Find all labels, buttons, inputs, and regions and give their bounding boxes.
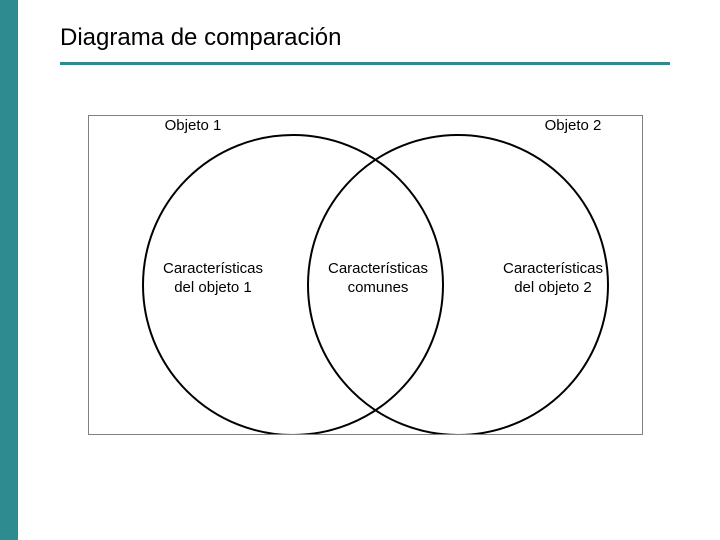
label-object-2: Objeto 2 (528, 117, 618, 136)
label-object-1: Objeto 1 (148, 117, 238, 136)
venn-diagram: Objeto 1 Objeto 2 Características del ob… (88, 115, 643, 435)
label-center-region: Características comunes (313, 260, 443, 298)
page-title: Diagrama de comparación (60, 24, 670, 52)
title-underline (60, 62, 670, 65)
left-accent-stripe (0, 0, 18, 540)
label-right-region: Características del objeto 2 (488, 260, 618, 298)
slide: Diagrama de comparación Objeto 1 Objeto … (0, 0, 720, 540)
label-left-region: Características del objeto 1 (148, 260, 278, 298)
